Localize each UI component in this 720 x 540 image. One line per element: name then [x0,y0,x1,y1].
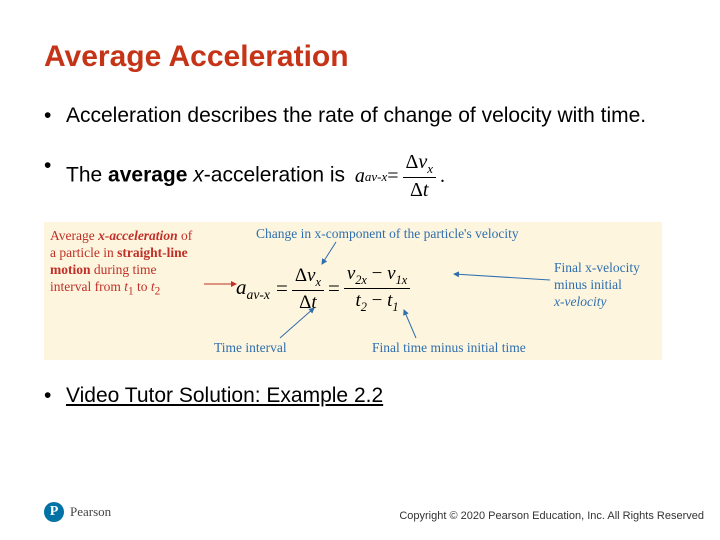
main-equation: aav-x = Δvx Δt = v2x − v1x t2 − t1 [236,264,414,313]
pearson-logo-icon: P [44,502,64,522]
bullet-1: • Acceleration describes the rate of cha… [44,102,676,130]
pearson-logo-text: Pearson [70,504,111,520]
anno-blue-right: Final x-velocity minus initial x-velocit… [554,260,664,311]
copyright-text: Copyright © 2020 Pearson Education, Inc.… [399,510,704,522]
anno-blue-top: Change in x-component of the particle's … [256,226,519,243]
anno-red-left: Average x-acceleration of a particle in … [50,228,228,298]
pearson-logo: P Pearson [44,502,111,522]
inline-equation: aav-x = Δvx Δt . [355,152,445,200]
slide-title: Average Acceleration [44,40,676,74]
bullet-dot: • [44,152,66,200]
bullet-2-text: The average x-acceleration is aav-x = Δv… [66,152,676,200]
bullet-dot: • [44,102,66,130]
bullet-2: • The average x-acceleration is aav-x = … [44,152,676,200]
anno-blue-time-interval: Time interval [214,340,287,357]
slide: Average Acceleration • Acceleration desc… [0,0,720,540]
bullet-3: • Video Tutor Solution: Example 2.2 [44,382,676,410]
bullet-dot: • [44,382,66,410]
bullet-1-text: Acceleration describes the rate of chang… [66,102,676,130]
footer: P Pearson Copyright © 2020 Pearson Educa… [44,502,704,522]
equation-diagram: Average x-acceleration of a particle in … [44,222,662,360]
anno-blue-final-time: Final time minus initial time [372,340,526,357]
video-tutor-link[interactable]: Video Tutor Solution: Example 2.2 [66,384,383,407]
